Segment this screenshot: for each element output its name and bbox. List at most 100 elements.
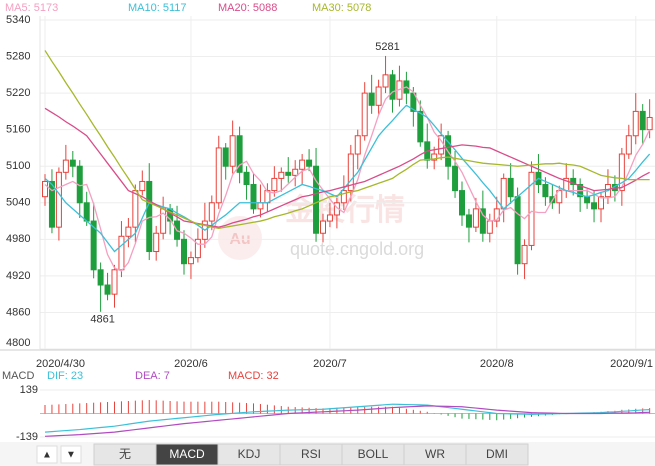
legend-label: MA30: 5078 (312, 2, 371, 14)
candle-body (598, 196, 604, 210)
candle-body (97, 269, 104, 286)
candle-body (111, 269, 118, 295)
tab-label: MACD (169, 447, 205, 461)
candle-body (465, 214, 472, 228)
x-tick-label: 2020/9/1 (610, 358, 653, 370)
candle-body (584, 196, 591, 204)
candle-body (83, 202, 90, 222)
candle-body (271, 177, 278, 192)
legend-label: DIF: 23 (47, 370, 83, 382)
x-tick-label: 2020/4/30 (36, 358, 85, 370)
y-tick-label: 5280 (6, 50, 30, 62)
candle-body (521, 244, 528, 265)
candle-body (48, 180, 55, 228)
ma-line (44, 86, 651, 272)
candle-body (591, 202, 598, 210)
candle-body (257, 202, 264, 210)
candle-body (62, 159, 69, 173)
candle-body (320, 220, 326, 234)
candle-body (375, 86, 382, 106)
candle-body (153, 232, 160, 253)
candle-body (104, 284, 111, 295)
candle-body (222, 147, 229, 167)
candle-body (632, 110, 639, 137)
ma-line (44, 107, 650, 228)
candle-body (187, 257, 194, 265)
min-label: 4861 (90, 314, 114, 326)
indicator-tab[interactable]: MACD (155, 443, 219, 466)
candle-body (570, 177, 577, 186)
candle-body (146, 180, 153, 253)
candle-body (507, 177, 514, 198)
candle-body (452, 165, 459, 192)
y-tick-label: 5220 (6, 87, 30, 99)
tab-label: WR (425, 447, 445, 461)
candle-body (229, 135, 236, 167)
candle-body (215, 147, 222, 204)
candle-body (354, 135, 361, 155)
indicator-tab[interactable]: WR (403, 443, 467, 466)
legend-label: MACD: 32 (228, 370, 279, 382)
candle-body (514, 196, 521, 265)
legend-label: DEA: 7 (135, 370, 170, 382)
legend-label: MA5: 5173 (5, 2, 58, 14)
candle-body (139, 180, 146, 192)
candle-body (486, 220, 493, 234)
candle-body (118, 235, 125, 271)
arrow-box (60, 445, 82, 464)
arrow-box (36, 445, 58, 464)
x-tick-label: 2020/8 (480, 358, 514, 370)
legend-label: MA10: 5117 (128, 2, 187, 14)
candle-body (528, 171, 535, 246)
max-label: 5281 (375, 41, 399, 53)
candle-body (340, 190, 347, 204)
candle-body (306, 159, 313, 167)
y-tick-label: -139 (16, 431, 38, 443)
y-tick-label: 4980 (6, 233, 30, 245)
candle-body (194, 238, 201, 259)
y-tick-label: 5340 (6, 14, 30, 26)
tab-label: DMI (486, 447, 508, 461)
y-tick-label: 4920 (6, 270, 30, 282)
candle-body (132, 190, 139, 228)
macd-line (44, 403, 650, 433)
candle-body (618, 153, 625, 192)
arrow-icon: ▼ (66, 450, 76, 461)
indicator-tab[interactable]: RSI (279, 443, 343, 466)
y-tick-label: 139 (20, 384, 38, 396)
y-tick-label: 5040 (6, 197, 30, 209)
arrow-icon: ▲ (42, 450, 52, 461)
y-tick-label: 4860 (6, 306, 30, 318)
tab-box (465, 443, 529, 466)
candle-body (313, 165, 320, 234)
arrow-button[interactable]: ▼ (60, 445, 82, 464)
macd-line (44, 405, 650, 437)
candle-body (368, 92, 375, 106)
candle-body (326, 214, 333, 222)
candle-body (55, 171, 62, 228)
candle-body (285, 171, 292, 176)
indicator-tab[interactable]: DMI (465, 443, 529, 466)
legend-label: MA20: 5088 (218, 2, 277, 14)
tab-label: 无 (119, 447, 131, 461)
candle-body (479, 208, 486, 234)
panel-title: MACD (2, 370, 34, 382)
ma-line (44, 50, 650, 230)
candle-body (243, 171, 250, 186)
indicator-tab[interactable]: BOLL (341, 443, 405, 466)
candle-body (69, 159, 76, 167)
candle-body (556, 190, 563, 204)
candle-body (42, 180, 48, 198)
indicator-tab[interactable]: 无 (93, 443, 157, 466)
tab-label: KDJ (238, 447, 261, 461)
indicator-tab[interactable]: KDJ (217, 443, 281, 466)
candle-body (125, 226, 132, 237)
ma-line (44, 104, 651, 253)
candle-body (90, 220, 97, 271)
candle-body (181, 238, 187, 265)
candle-body (361, 92, 368, 137)
candle-body (639, 110, 646, 131)
candle-body (500, 177, 507, 210)
arrow-button[interactable]: ▲ (36, 445, 58, 464)
candle-body (347, 153, 354, 192)
